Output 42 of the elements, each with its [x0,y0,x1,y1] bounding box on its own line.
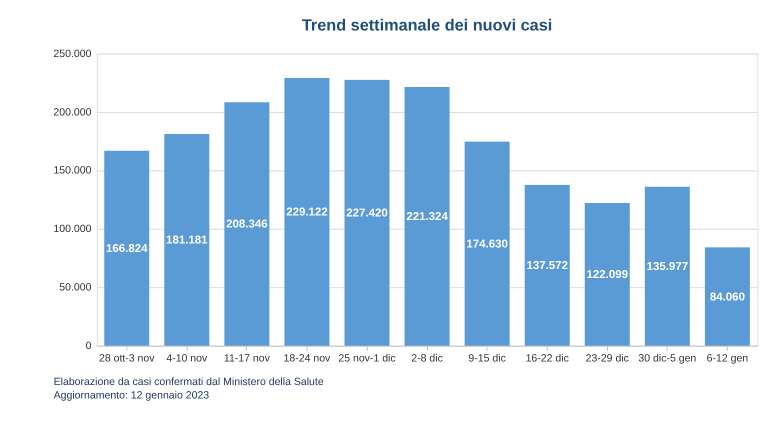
y-tick-label: 0 [86,340,92,352]
data-label: 221.324 [406,211,448,224]
bar [464,142,510,346]
data-label: 137.572 [526,260,568,272]
x-tick-label: 9-15 dic [468,352,506,364]
x-tick-label: 4-10 nov [166,352,208,364]
data-label: 166.824 [106,242,148,255]
bar [704,247,750,346]
data-label: 84.060 [710,291,745,304]
x-tick-label: 11-17 nov [224,352,271,364]
x-tick-label: 18-24 nov [284,352,332,364]
chart-title: Trend settimanale dei nuovi casi [302,16,552,35]
x-tick-label: 23-29 dic [586,352,629,364]
text: Elaborazione da casi confermati dal Ministero della Salute [54,376,324,388]
y-tick-label: 150.000 [53,164,92,177]
bar [104,150,150,346]
bar [164,134,210,346]
x-tick-label: 25 nov-1 dic [338,352,396,364]
x-tick-label: 16-22 dic [526,352,569,364]
y-tick-label: 100.000 [53,223,92,236]
data-label: 135.977 [646,261,688,274]
x-tick-label: 28 ott-3 nov [98,352,156,364]
data-label: 181.181 [166,234,208,247]
x-tick-label: 30 dic-5 gen [638,352,696,364]
data-label: 229.122 [286,206,328,219]
bar [524,184,570,346]
y-tick-label: 50.000 [59,282,92,294]
x-tick-label: 2-8 dic [411,352,443,364]
bar [644,186,690,346]
bar [224,102,270,346]
y-tick-label: 250.000 [53,48,92,60]
data-label: 174.630 [466,238,508,250]
bar [404,87,450,346]
data-label: 122.099 [586,269,628,282]
text: Aggiornamento: 12 gennaio 2023 [54,389,210,402]
bar [584,202,630,346]
data-label: 208.346 [226,218,268,231]
bar [284,78,330,346]
data-label: 227.420 [346,208,388,220]
x-tick-label: 6-12 gen [706,352,748,364]
y-tick-label: 200.000 [53,106,92,118]
bar [344,80,390,346]
